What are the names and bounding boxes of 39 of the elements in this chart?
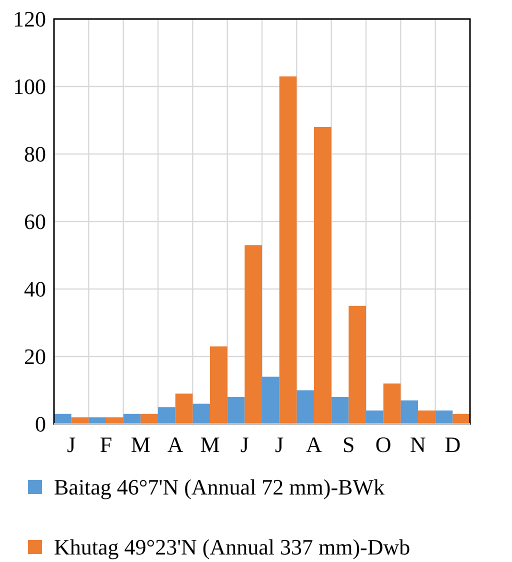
x-tick-label: M [130,432,150,457]
bar [366,410,384,424]
bar [192,404,210,424]
x-tick-label: J [67,432,76,457]
bar [227,397,245,424]
x-tick-label: O [375,432,392,457]
bar [400,400,418,424]
x-tick-label: D [444,432,461,457]
bar [348,306,366,424]
x-tick-label: A [306,432,322,457]
bar [244,245,262,424]
legend-label: Khutag 49°23'N (Annual 337 mm)-Dwb [54,534,410,560]
x-tick-label: J [275,432,284,457]
y-tick-label: 0 [35,412,46,437]
legend-label: Baitag 46°7'N (Annual 72 mm)-BWk [54,474,384,500]
y-tick-label: 120 [13,6,46,32]
bar [314,127,332,424]
y-tick-label: 60 [24,209,46,234]
y-tick-label: 80 [24,142,46,167]
y-tick-label: 20 [24,344,46,370]
bar [140,414,158,424]
bar [383,384,401,424]
x-tick-label: F [100,432,112,457]
bar [175,394,193,424]
bar [262,376,280,424]
bar [158,407,176,424]
x-tick-label: M [200,432,220,457]
x-tick-label: N [410,432,426,457]
bar [331,397,349,424]
x-tick-label: A [167,432,184,457]
bar [435,410,453,424]
bar [296,390,314,424]
bar [279,76,297,424]
y-tick-label: 100 [13,74,46,100]
bar [210,346,228,424]
y-tick-label: 40 [24,276,46,302]
x-tick-label: S [342,432,355,457]
x-tick-label: J [240,432,250,457]
bar [418,410,436,424]
